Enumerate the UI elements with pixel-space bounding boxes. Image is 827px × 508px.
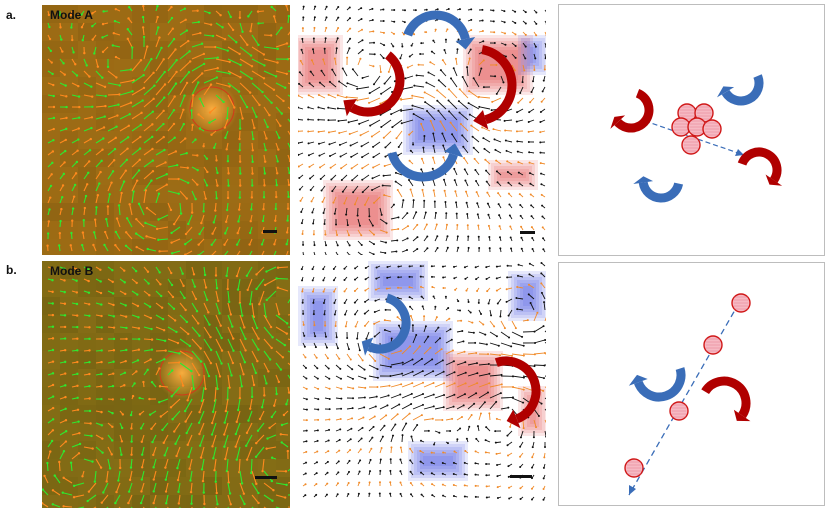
flow-field-image-a xyxy=(42,5,290,255)
flow-arrows xyxy=(42,266,290,508)
ccw-arrow-3 xyxy=(367,293,411,354)
cw-arrow-1 xyxy=(349,51,405,117)
ccw-arrow-a-head xyxy=(717,86,735,98)
ccw-arrow-a xyxy=(721,74,764,106)
ccw-arrow-2-head xyxy=(444,143,464,158)
velocity-arrows xyxy=(298,5,546,255)
cw-arrow-c-head xyxy=(733,409,751,422)
cw-arrow-2-head xyxy=(473,110,489,130)
ccw-arrow-1 xyxy=(403,10,470,41)
mode-label-a: Mode A xyxy=(50,8,93,22)
cw-arrow-b xyxy=(737,147,782,183)
ccw-arrow-2 xyxy=(387,151,458,182)
schematic-b xyxy=(558,262,825,506)
schematic-drawing-a xyxy=(610,74,783,203)
ccw-arrow-1-head xyxy=(455,37,476,50)
scale-bar-b2 xyxy=(510,475,532,478)
cw-arrow-c xyxy=(701,376,751,418)
ccw-arrow-c-head xyxy=(628,374,648,386)
cw-arrow-1-head xyxy=(343,98,357,117)
cw-arrow-3 xyxy=(494,356,541,424)
ccw-arrow-c xyxy=(634,367,686,402)
scale-bar-a1 xyxy=(263,230,277,233)
ccw-arrow-b-head xyxy=(633,176,654,184)
vorticity-map-a xyxy=(298,5,546,255)
vorticity-map-b xyxy=(298,261,546,508)
flow-arrows xyxy=(46,5,290,255)
schematic-a xyxy=(558,4,825,256)
cw-arrow-3-head xyxy=(506,409,521,429)
panel-label-a: a. xyxy=(6,8,17,22)
mode-label-b: Mode B xyxy=(50,264,94,278)
dashed-axis-b xyxy=(628,302,740,496)
flow-field-image-b xyxy=(42,261,290,508)
fluorescence-flow-field-b: Mode B xyxy=(42,261,290,508)
ccw-arrow-3-head xyxy=(361,337,374,356)
cw-arrow-a xyxy=(614,89,654,133)
vorticity-image-b xyxy=(298,261,546,508)
scale-bar-a2 xyxy=(520,231,535,234)
vorticity-image-a xyxy=(298,5,546,255)
panel-label-b: b. xyxy=(6,263,17,277)
velocity-arrows xyxy=(300,261,546,501)
schematic-drawing-b xyxy=(624,293,751,496)
cw-arrow-2 xyxy=(481,45,517,125)
ccw-arrow-b xyxy=(638,181,684,203)
fluorescence-flow-field-a: Mode A xyxy=(42,5,290,255)
scale-bar-b1 xyxy=(255,476,277,479)
